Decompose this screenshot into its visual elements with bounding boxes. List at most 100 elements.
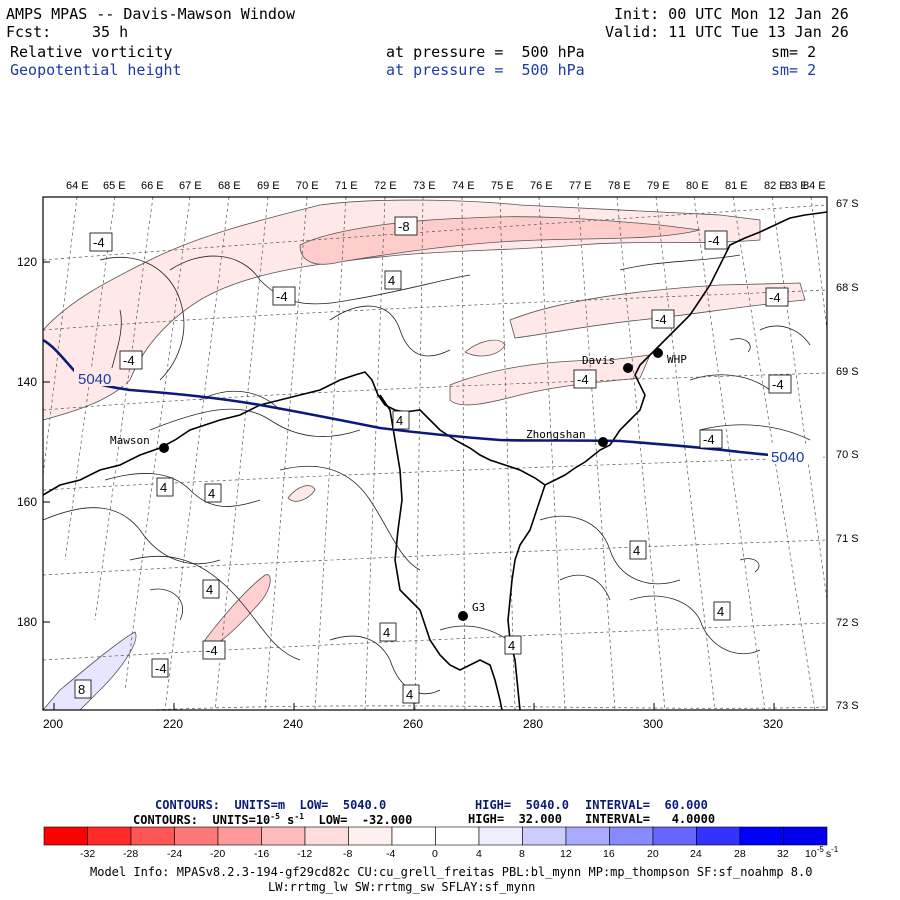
contour-label: 4: [383, 625, 390, 640]
latitude-labels: 67 S 68 S 69 S 70 S 71 S 72 S 73 S: [836, 198, 859, 712]
vorticity-shade-positive: [43, 631, 137, 710]
colorbar: [43, 826, 828, 846]
longitude-labels: 64 E 65 E 66 E 67 E 68 E 69 E 70 E 71 E …: [66, 180, 826, 192]
lon-label: 79 E: [647, 180, 670, 192]
forecast-label: Fcst:: [6, 23, 52, 41]
field2-name: Geopotential height: [10, 61, 182, 79]
colorbar-label: -20: [210, 848, 225, 860]
station-label-whp: WHP: [667, 353, 687, 366]
station-marker: [159, 443, 169, 453]
lon-label: 71 E: [335, 180, 358, 192]
vorticity-shade-small-2: [287, 485, 316, 502]
contour-label: -4: [93, 235, 105, 250]
colorbar-cell: [43, 826, 88, 846]
colorbar-labels: -32 -28 -24 -20 -16 -12 -8 -4 0 4 8 12 1…: [80, 845, 839, 860]
lon-label: 66 E: [141, 180, 164, 192]
colorbar-cell: [696, 826, 741, 846]
colorbar-label: 8: [519, 848, 525, 860]
colorbar-cell: [652, 826, 697, 846]
colorbar-label: -4: [386, 848, 395, 860]
lat-label: 70 S: [836, 449, 859, 461]
lon-label: 77 E: [569, 180, 592, 192]
contour-label: 4: [160, 480, 167, 495]
contour-label: 4: [633, 543, 640, 558]
colorbar-label: -32: [80, 848, 95, 860]
station-label-mawson: Mawson: [110, 434, 150, 447]
colorbar-cell: [391, 826, 436, 846]
contour-label: -4: [703, 432, 715, 447]
colorbar-cell: [565, 826, 610, 846]
height-contour-labels: 5040 5040: [74, 368, 823, 466]
height-contour-high: HIGH= 5040.0: [475, 798, 569, 812]
vorticity-contour-units: CONTOURS: UNITS=10-5 s-1 LOW= -32.000: [133, 812, 413, 827]
valid-time: Valid: 11 UTC Tue 13 Jan 26: [605, 23, 849, 41]
field1-name: Relative vorticity: [10, 43, 173, 61]
colorbar-cell: [217, 826, 262, 846]
y-tick-label: 180: [17, 615, 37, 629]
lon-label: 82 E: [764, 180, 787, 192]
model-info-physics: LW:rrtmg_lw SW:rrtmg_sw SFLAY:sf_mynn: [268, 880, 536, 894]
lon-label: 64 E: [66, 180, 89, 192]
colorbar-cell: [478, 826, 523, 846]
colorbar-label: 0: [432, 848, 438, 860]
colorbar-label: 20: [647, 848, 659, 860]
height-label: 5040: [771, 449, 804, 466]
lon-label: 80 E: [686, 180, 709, 192]
contour-label: -4: [655, 312, 667, 327]
x-tick-label: 260: [403, 717, 423, 731]
model-info: Model Info: MPASv8.2.3-194-gf29cd82c CU:…: [90, 865, 813, 879]
colorbar-cell: [130, 826, 175, 846]
lon-label: 70 E: [296, 180, 319, 192]
contour-label: 4: [206, 582, 213, 597]
x-tick-label: 240: [283, 717, 303, 731]
colorbar-units: 10-5 s-1: [805, 845, 839, 860]
contour-label: 8: [78, 682, 85, 697]
init-time: Init: 00 UTC Mon 12 Jan 26: [614, 5, 849, 23]
vorticity-contour-high: HIGH= 32.000: [468, 812, 562, 826]
contour-label: 4: [406, 687, 413, 702]
vorticity-contour-interval: INTERVAL= 4.0000: [585, 812, 716, 826]
colorbar-label: -16: [254, 848, 269, 860]
colorbar-cell: [174, 826, 219, 846]
stations: Mawson Davis WHP Zhongshan G3: [110, 348, 687, 621]
lon-label: 69 E: [257, 180, 280, 192]
contour-label: -4: [577, 372, 589, 387]
colorbar-label: 28: [734, 848, 746, 860]
contour-label: -4: [772, 377, 784, 392]
height-contour-units: CONTOURS: UNITS=m LOW= 5040.0: [155, 798, 387, 812]
vorticity-shade-streak: [204, 574, 271, 649]
plot-frame: [42, 196, 828, 711]
lat-label: 67 S: [836, 198, 859, 210]
lon-label: 84 E: [803, 180, 826, 192]
contour-label: 4: [388, 273, 395, 288]
lon-label: 83 E: [785, 180, 808, 192]
x-tick-label: 280: [523, 717, 543, 731]
colorbar-label: -28: [123, 848, 138, 860]
contour-label: -4: [276, 289, 288, 304]
height-label: 5040: [78, 371, 111, 388]
lat-label: 68 S: [836, 282, 859, 294]
vorticity-contour-labels: -4 -8 -4 -4 4 -4 -4 -4 -4 4 -4 -4 4 4 4 …: [74, 216, 792, 704]
colorbar-label: -12: [297, 848, 312, 860]
lon-label: 73 E: [413, 180, 436, 192]
colorbar-label: -8: [343, 848, 352, 860]
colorbar-cell: [522, 826, 567, 846]
field2-level: at pressure = 500 hPa: [386, 61, 585, 79]
colorbar-cell: [348, 826, 393, 846]
colorbar-cell: [609, 826, 654, 846]
station-marker: [458, 611, 468, 621]
station-marker: [598, 437, 608, 447]
colorbar-label: 4: [476, 848, 482, 860]
field1-smoothing: sm= 2: [771, 43, 817, 61]
x-tick-label: 320: [763, 717, 783, 731]
lat-label: 69 S: [836, 366, 859, 378]
colorbar-cell: [87, 826, 132, 846]
map-title: AMPS MPAS -- Davis-Mawson Window: [6, 5, 295, 23]
y-tick-label: 160: [17, 495, 37, 509]
field2-smoothing: sm= 2: [771, 61, 817, 79]
contour-label: 4: [396, 413, 403, 428]
lon-label: 74 E: [452, 180, 475, 192]
colorbar-cell: [304, 826, 349, 846]
lon-label: 72 E: [374, 180, 397, 192]
colorbar-cell: [783, 826, 828, 846]
